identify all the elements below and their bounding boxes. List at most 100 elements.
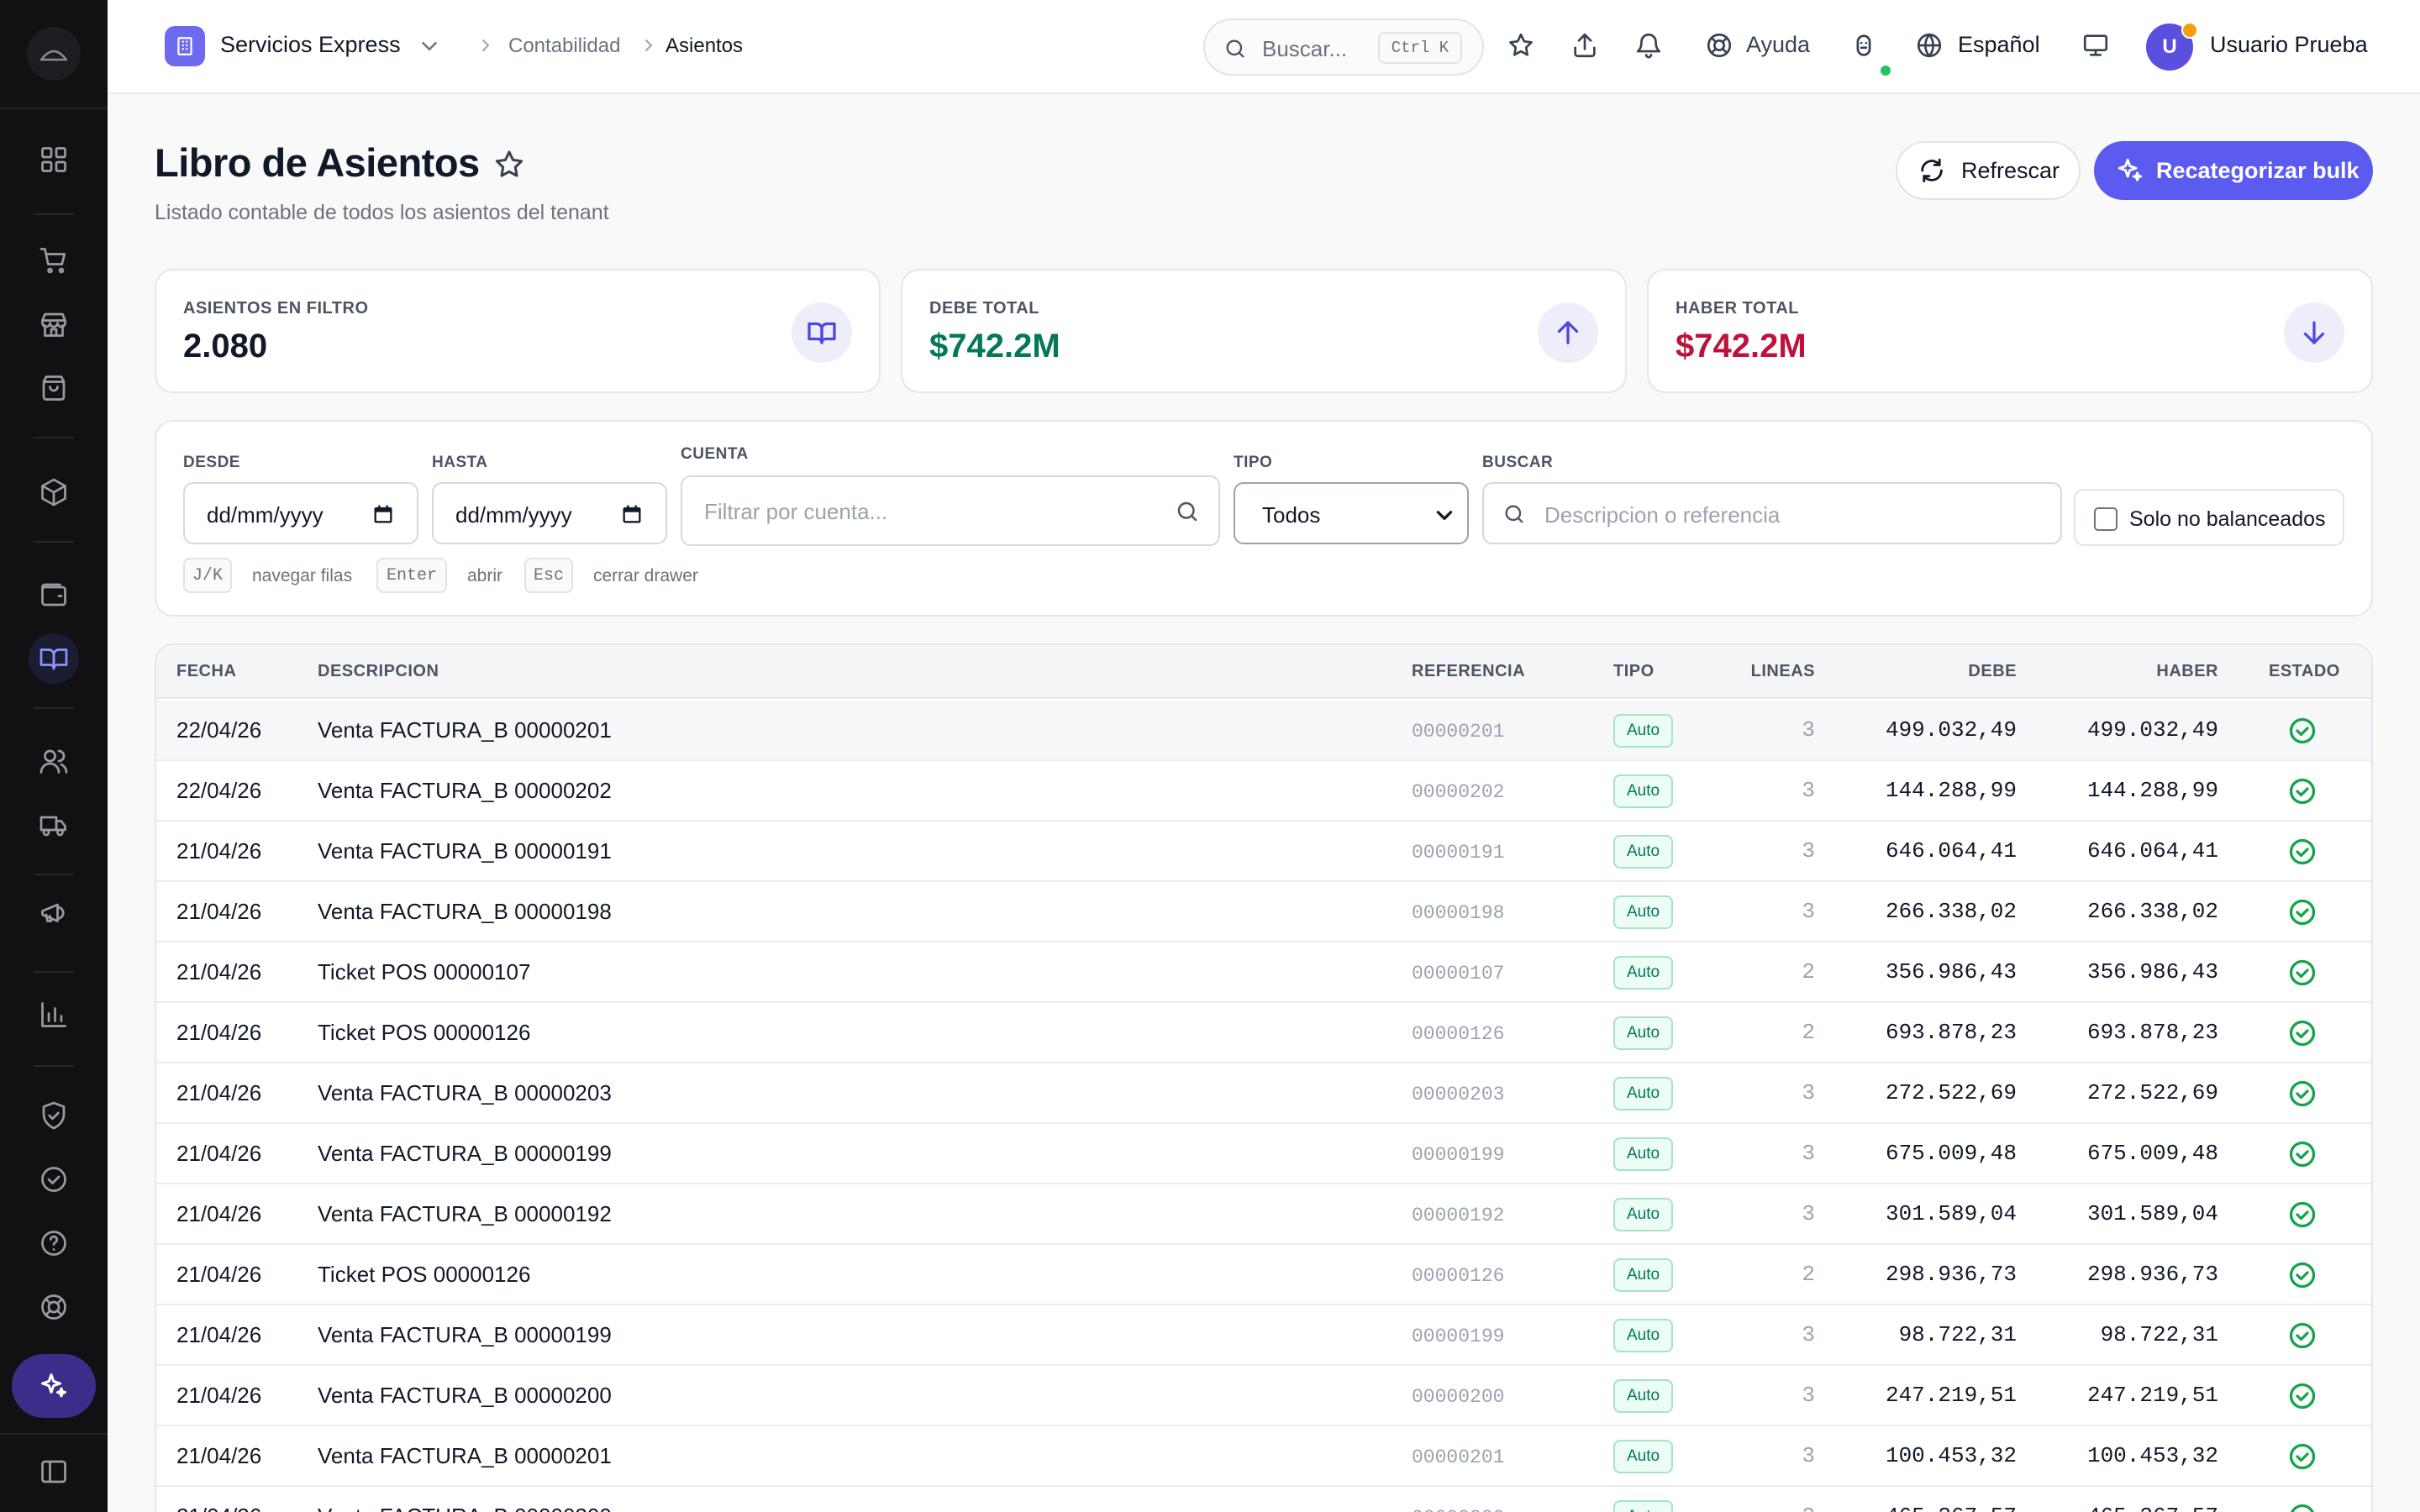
sidebar-item-ayuda[interactable] xyxy=(29,1218,79,1268)
column-header-fecha[interactable]: FECHA xyxy=(176,662,237,680)
cell-fecha: 22/04/26 xyxy=(176,717,262,743)
tipo-badge: Auto xyxy=(1613,1137,1674,1171)
sidebar-item-envios[interactable] xyxy=(29,800,79,850)
table-row[interactable]: 21/04/26 Venta FACTURA_B 00000198 00000198… xyxy=(156,882,2371,942)
column-header-descripcion[interactable]: DESCRIPCION xyxy=(318,662,439,680)
table-row[interactable]: 22/04/26 Venta FACTURA_B 00000201 00000201… xyxy=(156,701,2371,761)
tipo-select[interactable]: Todos xyxy=(1234,482,1469,544)
hasta-date-input[interactable]: dd/mm/yyyy xyxy=(432,482,667,544)
breadcrumb-contabilidad[interactable]: Contabilidad xyxy=(508,34,621,57)
unbalanced-toggle[interactable]: Solo no balanceados xyxy=(2074,489,2344,546)
box-icon xyxy=(41,478,66,507)
book-icon xyxy=(792,302,852,363)
sidebar-item-tareas[interactable] xyxy=(29,1154,79,1205)
unbalanced-checkbox[interactable] xyxy=(2094,507,2118,531)
buscar-input[interactable]: Descripcion o referencia xyxy=(1482,482,2062,544)
table-row[interactable]: 21/04/26 Ticket POS 00000126 00000126 Auto 2… xyxy=(156,1245,2371,1305)
chevron-right-icon xyxy=(645,39,653,51)
bulk-recategorize-button[interactable]: Recategorizar bulk xyxy=(2094,141,2373,200)
avatar[interactable]: U xyxy=(2146,24,2193,71)
sidebar-divider xyxy=(34,874,74,875)
book-open-icon xyxy=(39,648,68,670)
share-button[interactable] xyxy=(1568,29,1602,62)
sidebar-divider xyxy=(34,707,74,709)
sidebar-item-compras[interactable] xyxy=(29,363,79,413)
sidebar-toggle[interactable] xyxy=(29,1446,79,1497)
notifications-button[interactable] xyxy=(1632,29,1665,62)
cell-descripcion: Venta FACTURA_B 00000201 xyxy=(318,1443,612,1468)
calendar-icon[interactable] xyxy=(620,502,644,526)
stat-label: ASIENTOS EN FILTRO xyxy=(183,299,369,318)
tenant-icon[interactable] xyxy=(165,26,205,66)
chevron-down-icon[interactable] xyxy=(417,34,442,59)
sidebar-item-dashboard[interactable] xyxy=(29,134,79,185)
buscar-label: BUSCAR xyxy=(1482,454,1554,471)
column-header-lineas[interactable]: LINEAS xyxy=(1750,662,1815,680)
tenant-name[interactable]: Servicios Express xyxy=(220,32,401,57)
ai-status-button[interactable] xyxy=(1847,29,1881,62)
help-label[interactable]: Ayuda xyxy=(1746,32,1811,57)
cell-descripcion: Venta FACTURA_B 00000202 xyxy=(318,778,612,803)
table-row[interactable]: 21/04/26 Venta FACTURA_B 00000199 00000199… xyxy=(156,1305,2371,1366)
table-row[interactable]: 21/04/26 Ticket POS 00000126 00000126 Auto 2… xyxy=(156,1003,2371,1063)
cell-lineas: 2 xyxy=(1802,959,1815,984)
sidebar-item-ventas[interactable] xyxy=(29,235,79,286)
sidebar-item-seguridad[interactable] xyxy=(29,1090,79,1141)
column-header-referencia[interactable]: REFERENCIA xyxy=(1412,662,1526,680)
column-header-tipo[interactable]: TIPO xyxy=(1613,662,1655,680)
cell-descripcion: Venta FACTURA_B 00000191 xyxy=(318,838,612,864)
cell-descripcion: Venta FACTURA_B 00000203 xyxy=(318,1080,612,1105)
sidebar-item-inventario[interactable] xyxy=(29,467,79,517)
table-row[interactable]: 22/04/26 Venta FACTURA_B 00000202 00000202… xyxy=(156,761,2371,822)
sidebar xyxy=(0,0,108,1512)
sidebar-item-reportes[interactable] xyxy=(29,990,79,1040)
table-row[interactable]: 21/04/26 Venta FACTURA_B 00000199 00000199… xyxy=(156,1124,2371,1184)
language-button[interactable] xyxy=(1912,29,1946,62)
language-label[interactable]: Español xyxy=(1958,32,2040,57)
hint-text: cerrar drawer xyxy=(593,566,698,585)
cell-haber: 100.453,32 xyxy=(2086,1443,2218,1468)
cell-lineas: 2 xyxy=(1802,1262,1815,1287)
table-row[interactable]: 21/04/26 Venta FACTURA_B 00000200 00000200… xyxy=(156,1366,2371,1426)
user-name[interactable]: Usuario Prueba xyxy=(2210,32,2368,57)
cell-lineas: 3 xyxy=(1802,717,1815,743)
table-row[interactable]: 21/04/26 Venta FACTURA_B 00000201 00000201… xyxy=(156,1426,2371,1487)
display-button[interactable] xyxy=(2079,29,2112,62)
sidebar-item-marketing[interactable] xyxy=(29,887,79,937)
cuenta-input[interactable]: Filtrar por cuenta... xyxy=(681,475,1220,546)
sidebar-item-ai-assistant[interactable] xyxy=(12,1354,96,1418)
column-header-haber[interactable]: HABER xyxy=(2156,662,2218,680)
cell-debe: 693.878,23 xyxy=(1885,1020,2017,1045)
cell-lineas: 3 xyxy=(1802,1322,1815,1347)
tipo-badge: Auto xyxy=(1613,1379,1674,1413)
desde-date-input[interactable]: dd/mm/yyyy xyxy=(183,482,418,544)
calendar-icon[interactable] xyxy=(371,502,395,526)
help-button[interactable] xyxy=(1702,29,1736,62)
hint-key: Esc xyxy=(524,558,573,593)
stat-card-haber: HABER TOTAL $742.2M xyxy=(1647,269,2373,393)
table-row[interactable]: 21/04/26 Venta FACTURA_B 00000203 00000203… xyxy=(156,1063,2371,1124)
column-header-debe[interactable]: DEBE xyxy=(1968,662,2017,680)
sidebar-divider xyxy=(34,541,74,543)
column-header-estado[interactable]: ESTADO xyxy=(2269,662,2340,680)
sidebar-item-finanzas[interactable] xyxy=(29,570,79,620)
table-row[interactable]: 21/04/26 Ticket POS 00000107 00000107 Auto 2… xyxy=(156,942,2371,1003)
table-row[interactable]: 21/04/26 Venta FACTURA_B 00000191 00000191… xyxy=(156,822,2371,882)
page-title: Libro de Asientos xyxy=(155,140,480,185)
refresh-label: Refrescar xyxy=(1961,157,2060,183)
global-search[interactable]: Buscar... Ctrl K xyxy=(1203,18,1484,76)
lifebuoy-icon xyxy=(41,1294,66,1320)
favorites-button[interactable] xyxy=(1504,29,1538,62)
refresh-button[interactable]: Refrescar xyxy=(1896,141,2081,200)
cell-haber: 266.338,02 xyxy=(2086,899,2218,924)
cell-debe: 646.064,41 xyxy=(1885,838,2017,864)
table-row[interactable]: 21/04/26 Venta FACTURA_B 00000192 00000192… xyxy=(156,1184,2371,1245)
sidebar-item-soporte[interactable] xyxy=(29,1282,79,1332)
sidebar-item-clientes[interactable] xyxy=(29,736,79,786)
sidebar-item-contabilidad[interactable] xyxy=(29,633,79,684)
table-row[interactable]: 21/04/26 Venta FACTURA_B 00000200 00000200… xyxy=(156,1487,2371,1512)
cell-haber: 499.032,49 xyxy=(2086,717,2218,743)
sidebar-item-tienda[interactable] xyxy=(29,299,79,349)
app-logo[interactable] xyxy=(27,27,81,81)
star-icon[interactable] xyxy=(492,148,526,181)
